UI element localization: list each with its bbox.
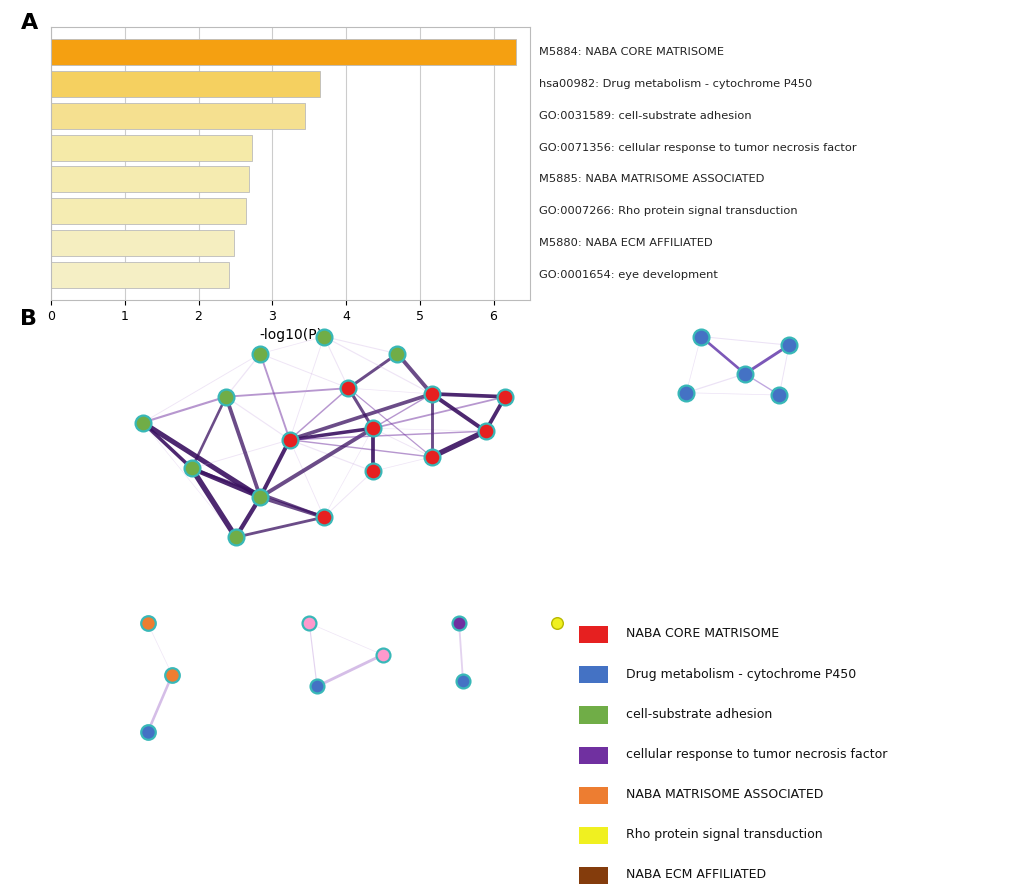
Bar — [51, 71, 320, 97]
Text: Rho protein signal transduction: Rho protein signal transduction — [625, 828, 821, 841]
Bar — [51, 198, 247, 224]
Bar — [51, 39, 516, 65]
Point — [678, 385, 694, 400]
Text: cellular response to tumor necrosis factor: cellular response to tumor necrosis fact… — [625, 748, 887, 761]
Bar — [51, 134, 252, 160]
FancyBboxPatch shape — [578, 827, 607, 844]
Point — [164, 668, 180, 682]
Text: NABA ECM AFFILIATED: NABA ECM AFFILIATED — [625, 868, 765, 881]
Point — [548, 616, 565, 631]
Point — [309, 679, 325, 694]
Text: GO:0071356: cellular response to tumor necrosis factor: GO:0071356: cellular response to tumor n… — [538, 142, 856, 152]
Point — [781, 338, 797, 352]
Text: GO:0031589: cell-substrate adhesion: GO:0031589: cell-substrate adhesion — [538, 111, 751, 121]
Point — [736, 366, 752, 381]
Point — [423, 387, 439, 401]
Point — [770, 388, 787, 402]
FancyBboxPatch shape — [578, 867, 607, 884]
FancyBboxPatch shape — [578, 667, 607, 684]
Bar — [51, 103, 305, 129]
Point — [450, 616, 467, 631]
Point — [340, 381, 357, 395]
Point — [183, 461, 200, 476]
Text: NABA MATRISOME ASSOCIATED: NABA MATRISOME ASSOCIATED — [625, 788, 822, 801]
Text: Drug metabolism - cytochrome P450: Drug metabolism - cytochrome P450 — [625, 668, 855, 680]
Text: hsa00982: Drug metabolism - cytochrome P450: hsa00982: Drug metabolism - cytochrome P… — [538, 79, 811, 89]
Point — [389, 347, 406, 361]
Point — [496, 390, 513, 404]
Point — [140, 725, 156, 739]
Point — [252, 347, 268, 361]
Point — [301, 616, 317, 631]
Text: M5880: NABA ECM AFFILIATED: M5880: NABA ECM AFFILIATED — [538, 238, 711, 248]
Point — [423, 450, 439, 464]
FancyBboxPatch shape — [578, 706, 607, 724]
Point — [365, 421, 381, 435]
Point — [281, 433, 298, 447]
Bar — [51, 230, 233, 256]
Point — [135, 416, 151, 430]
Text: M5884: NABA CORE MATRISOME: M5884: NABA CORE MATRISOME — [538, 47, 723, 57]
Text: M5885: NABA MATRISOME ASSOCIATED: M5885: NABA MATRISOME ASSOCIATED — [538, 175, 763, 185]
Text: B: B — [20, 309, 38, 329]
Point — [692, 330, 708, 344]
Text: cell-substrate adhesion: cell-substrate adhesion — [625, 708, 771, 720]
Bar — [51, 262, 229, 288]
Point — [316, 510, 332, 524]
Point — [374, 648, 390, 662]
Point — [140, 616, 156, 631]
Text: NABA CORE MATRISOME: NABA CORE MATRISOME — [625, 627, 777, 641]
Point — [316, 330, 332, 344]
Text: GO:0001654: eye development: GO:0001654: eye development — [538, 270, 717, 280]
Text: A: A — [20, 13, 38, 33]
Point — [218, 390, 234, 404]
X-axis label: -log10(P): -log10(P) — [259, 329, 322, 342]
Point — [252, 490, 268, 504]
Point — [477, 424, 493, 438]
Point — [227, 530, 244, 545]
FancyBboxPatch shape — [578, 746, 607, 763]
Point — [365, 464, 381, 478]
Bar — [51, 167, 249, 193]
FancyBboxPatch shape — [578, 787, 607, 804]
FancyBboxPatch shape — [578, 626, 607, 643]
Point — [454, 674, 471, 688]
Text: GO:0007266: Rho protein signal transduction: GO:0007266: Rho protein signal transduct… — [538, 206, 797, 216]
